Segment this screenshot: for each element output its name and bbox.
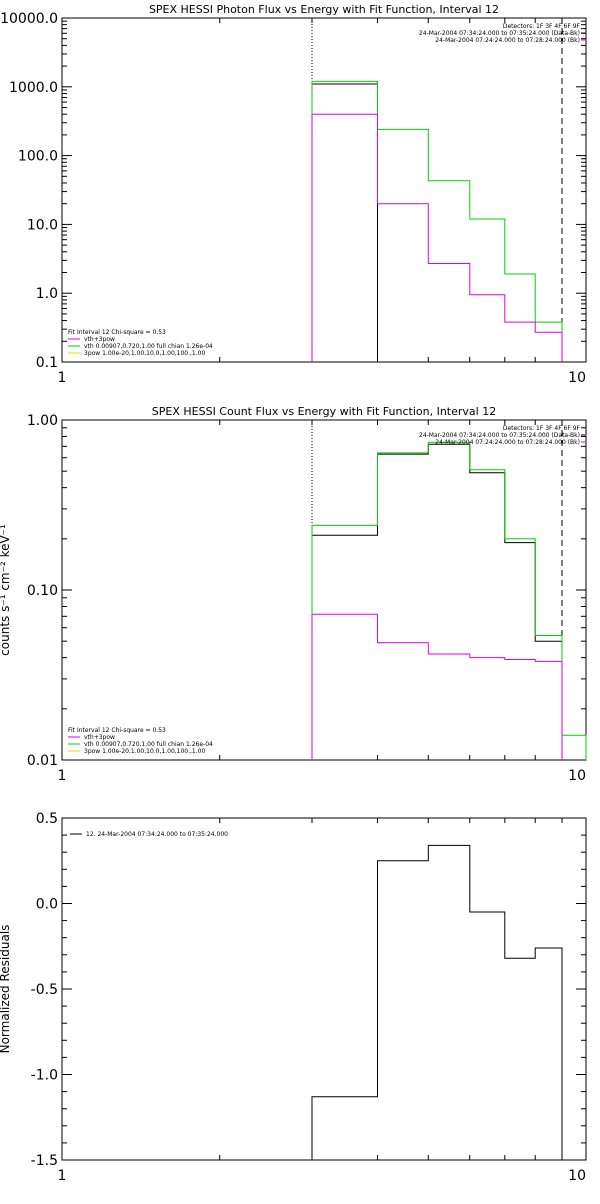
residuals-axes-frame	[61, 817, 587, 1161]
photon-title: SPEX HESSI Photon Flux vs Energy with Fi…	[149, 3, 499, 16]
photon-xtick-label: 1	[58, 370, 67, 386]
photon-ytick-label: 1.0	[36, 286, 58, 302]
residuals-xtick-label: 1	[58, 1168, 67, 1184]
photon-ytick-label: 1000.0	[9, 80, 58, 96]
residuals-ytick-label: -0.5	[31, 982, 58, 998]
residuals-ytick-label: -1.5	[31, 1153, 58, 1169]
photon-legend-bl-3: 3pow 1.00e-20,1.00,10.0,1.00,100.,1.00	[84, 350, 205, 357]
panel-photon: SPEX HESSI Photon Flux vs Energy with Fi…	[0, 3, 587, 386]
count-legend-bl-2: vth 0.00907,0.720,1.00 full chian 1.26e-…	[84, 741, 213, 748]
count-ytick-label: 0.01	[27, 753, 58, 769]
count-legend-tr-0: Detectors: 1F 3F 4F 6F 9F	[503, 425, 581, 432]
residuals-ytick-label: -1.0	[31, 1068, 58, 1084]
count-series-total_fit	[311, 441, 587, 760]
count-series-vth_3pow	[311, 613, 563, 760]
count-legend-bl-3: 3pow 1.00e-20,1.00,10.0,1.00,100.,1.00	[84, 748, 205, 755]
photon-legend-bl-2: vth 0.00907,0.720,1.00 full chian 1.26e-…	[84, 343, 213, 350]
photon-series-total_fit	[311, 80, 563, 362]
photon-legend-tr-0: Detectors: 1F 3F 4F 6F 9F	[503, 23, 581, 30]
residuals-ytick-label: 0.5	[36, 811, 58, 827]
photon-legend-bl-1: vth+3pow	[84, 336, 115, 343]
photon-legend-tr-2: 24-Mar-2004 07:24:24.000 to 07:28:24.000…	[435, 37, 580, 44]
residuals-series-data	[311, 844, 563, 1160]
photon-legend-tr-1: 24-Mar-2004 07:34:24.000 to 07:35:24.000…	[419, 30, 580, 37]
residuals-legend-tl-0: 12. 24-Mar-2004 07:34:24.000 to 07:35:24…	[86, 831, 228, 838]
panel-count: SPEX HESSI Count Flux vs Energy with Fit…	[0, 405, 587, 784]
photon-ytick-label: 10000.0	[0, 11, 58, 27]
count-axes-frame	[61, 419, 587, 761]
count-legend-tr-2: 24-Mar-2004 07:24:24.000 to 07:28:24.000…	[435, 439, 580, 446]
photon-ytick-label: 10.0	[27, 217, 58, 233]
photon-legend-bl-0: Fit Interval 12 Chi-square = 0.53	[68, 329, 166, 336]
count-legend-bl-0: Fit Interval 12 Chi-square = 0.53	[68, 727, 166, 734]
count-legend-tr-1: 24-Mar-2004 07:34:24.000 to 07:35:24.000…	[419, 432, 580, 439]
residuals-xtick-label: 10	[568, 1168, 586, 1184]
photon-xtick-label: 10	[568, 370, 586, 386]
photon-axes-frame	[61, 17, 587, 363]
residuals-ylabel: Normalized Residuals	[0, 925, 12, 1054]
count-ytick-label: 0.10	[27, 583, 58, 599]
photon-ytick-label: 100.0	[18, 149, 58, 165]
count-xtick-label: 10	[568, 768, 586, 784]
photon-ytick-label: 0.1	[36, 355, 58, 371]
panel-residuals: Normalized Residuals -1.5 -1.0 -0.5 0.0 0.5 1 1…	[0, 811, 587, 1184]
photon-series-vth_3pow	[311, 113, 563, 362]
count-title: SPEX HESSI Count Flux vs Energy with Fit…	[152, 405, 496, 418]
count-xtick-label: 1	[58, 768, 67, 784]
count-ytick-label: 1.00	[27, 413, 58, 429]
count-series-data	[311, 443, 563, 760]
photon-series-data	[311, 83, 378, 362]
count-legend-bl-1: vth+3pow	[84, 734, 115, 741]
count-ylabel: counts s⁻¹ cm⁻² keV⁻¹	[0, 524, 12, 656]
residuals-ytick-label: 0.0	[36, 897, 58, 913]
